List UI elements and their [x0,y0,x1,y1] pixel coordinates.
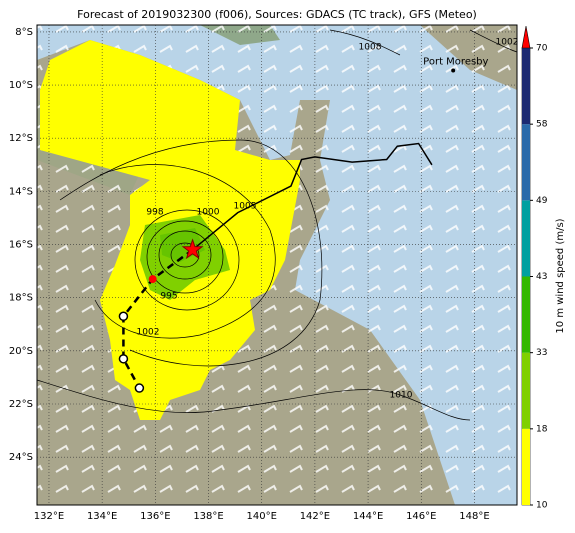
isobar-label: 1002 [496,38,519,48]
title: Forecast of 2019032300 (f006), Sources: … [77,8,477,21]
colorbar-tick-label: 49 [536,196,548,206]
lon-tick-label: 140°E [247,511,277,522]
isobars [37,29,517,421]
isobar-label: 998 [146,208,163,218]
lat-tick-label: 20°S [9,346,33,357]
colorbar-tick-label: 58 [536,120,548,130]
colorbar-tick-label: 10 [536,501,548,511]
map-frame [36,24,518,506]
isobar-label: 1000 [197,208,220,218]
colorbar-segment [522,276,530,353]
lat-tick-label: 16°S [9,240,33,251]
lon-tick-label: 134°E [87,511,117,522]
colorbar-label: 10 m wind speed (m/s) [555,218,566,333]
isobar-label: 1010 [390,391,413,401]
forecast-point [134,383,145,393]
lat-tick-label: 12°S [9,133,33,144]
isobar-label: 1008 [359,43,382,53]
colorbar-tick-label: 33 [536,348,547,358]
forecast-point [118,311,129,322]
colorbar-segment [522,48,530,125]
colorbar-segment [522,428,530,505]
lon-tick-label: 132°E [34,511,64,522]
map-area [37,25,517,505]
colorbar-segment [522,352,530,429]
isobar-label: 995 [160,292,177,302]
forecast-point [148,275,157,284]
lat-tick-label: 10°S [9,80,33,91]
lon-tick-label: 148°E [459,511,489,522]
colorbar-tick-label: 70 [536,44,548,54]
storm-position [181,238,204,260]
forecast-point [118,354,129,364]
lon-tick-label: 138°E [193,511,223,522]
lon-tick-label: 136°E [140,511,170,522]
colorbar-segment [522,124,530,201]
isobar-label: 1002 [137,328,160,338]
colorbar-tick-label: 43 [536,272,547,282]
place-marker [451,68,456,73]
lat-tick-label: 14°S [9,186,33,197]
lat-tick-label: 8°S [15,27,33,38]
colorbar-tick-label: 18 [536,424,548,434]
past-track [192,142,433,251]
isobar-label: 1005 [234,202,257,212]
lon-tick-label: 144°E [353,511,383,522]
colorbar-extend [521,25,531,49]
colorbar-segment [522,200,530,277]
lon-tick-label: 142°E [300,511,330,522]
lat-tick-label: 22°S [9,399,33,410]
lon-tick-label: 146°E [406,511,436,522]
place-label: Port Moresby [423,56,488,67]
lat-tick-label: 24°S [9,452,33,463]
overlay: 1008 1002 998 1000 1005 995 1002 1010 Port Mores… [37,25,519,505]
lat-tick-label: 18°S [9,293,33,304]
